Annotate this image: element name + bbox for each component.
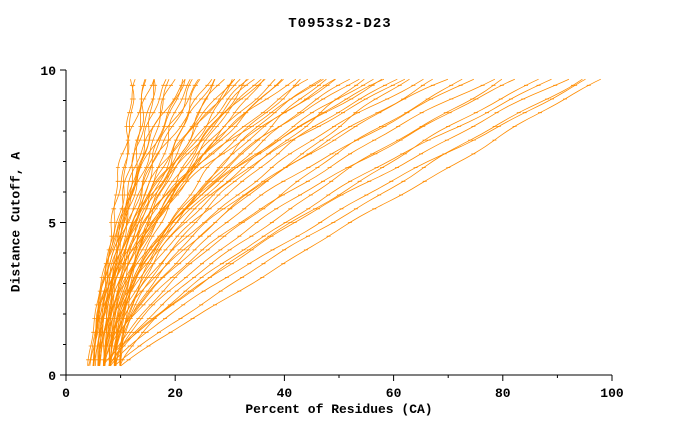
y-tick-label: 0: [48, 369, 56, 384]
chart-title: T0953s2-D23: [288, 16, 392, 32]
y-tick-label: 10: [40, 64, 56, 79]
x-tick-label: 0: [62, 386, 70, 401]
x-tick-label: 100: [600, 386, 624, 401]
x-tick-label: 40: [277, 386, 293, 401]
x-tick-label: 20: [167, 386, 183, 401]
curve-texture-dashes: [86, 84, 591, 361]
x-tick-label: 60: [386, 386, 402, 401]
y-tick-label: 5: [48, 217, 56, 232]
x-tick-label: 80: [495, 386, 511, 401]
x-axis-label: Percent of Residues (CA): [245, 402, 433, 417]
